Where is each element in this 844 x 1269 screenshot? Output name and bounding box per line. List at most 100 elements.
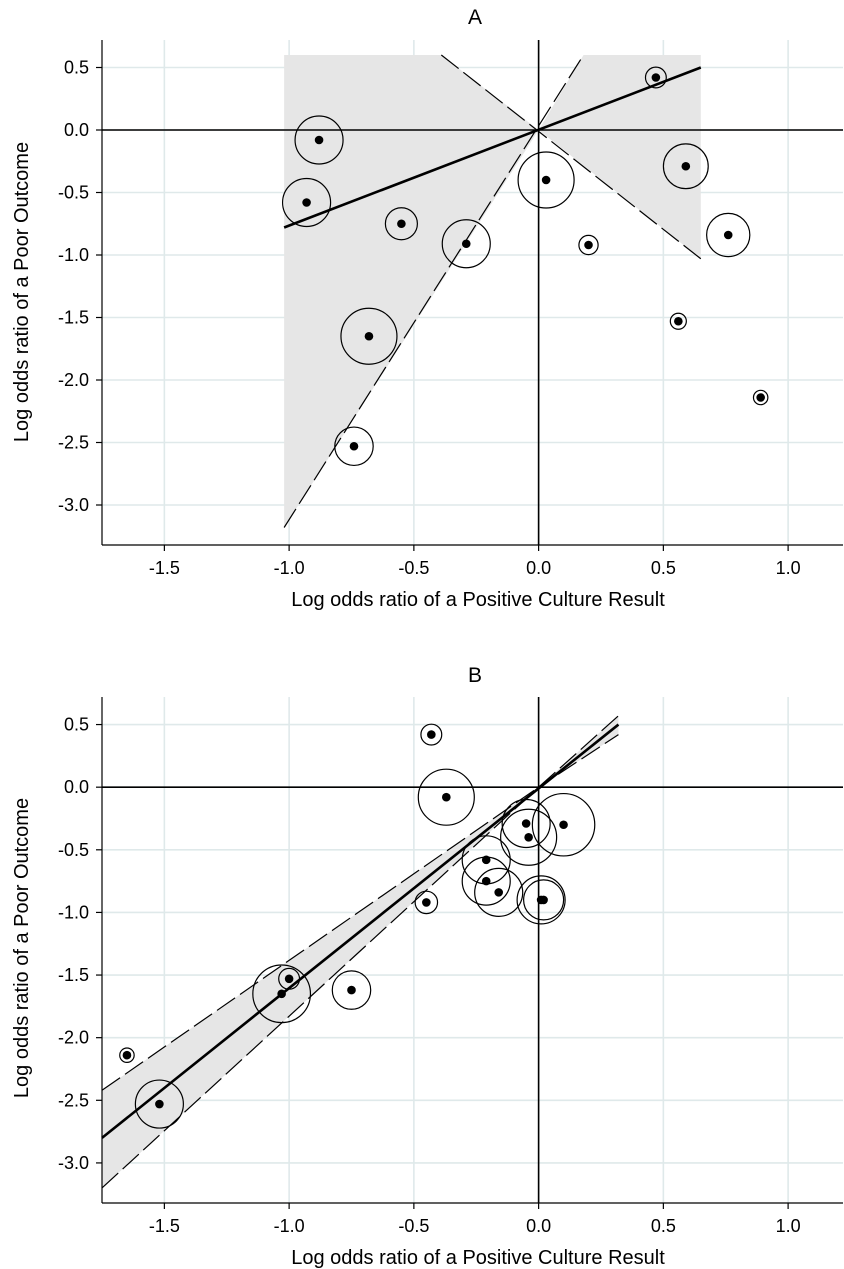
panel-b-point-marker: [277, 989, 286, 999]
panel-a-fit-line: [283, 66, 702, 229]
panel-a-bubble: [662, 143, 709, 190]
panel-b-bubble: [523, 879, 565, 921]
panel-a-y-tick-label: 0.5: [64, 58, 89, 78]
panel-a-y-tick-label: -3.0: [58, 495, 89, 515]
panel-b-y-tick-label: 0.5: [64, 715, 89, 735]
panel-b-band-area: [102, 715, 619, 1188]
panel-b-bubble: [414, 890, 439, 915]
panel-b-point-marker: [427, 730, 436, 739]
panel-a-y-tick-label: 0.0: [64, 120, 89, 140]
panel-b-point-marker: [442, 792, 451, 802]
panel-b-bubble: [417, 768, 475, 826]
panel-a-points: [281, 66, 769, 467]
panel-b-title: B: [468, 664, 482, 687]
panel-a-bubble: [294, 115, 344, 165]
panel-a-x-tick-label: 0.5: [651, 558, 676, 578]
panel-a-bubble: [706, 212, 751, 258]
panel-a-bubble: [441, 219, 491, 269]
panel-b-x-tick-label: -1.0: [274, 1216, 305, 1236]
panel-b-bubble: [119, 1047, 135, 1064]
panel-b-point-marker: [539, 895, 548, 905]
panel-a-point-marker: [584, 240, 593, 250]
panel-a-y-tick-label: -0.5: [58, 183, 89, 203]
panel-b-bubble: [531, 792, 596, 857]
panel-a-point-marker: [674, 316, 683, 326]
panel-a-point-marker: [397, 219, 406, 229]
panel-b-bubble: [420, 723, 443, 746]
panel-a-reference-lines: [102, 40, 843, 545]
panel-b-ci-upper-bound: [101, 715, 619, 1091]
panel-a-y-tick-label: -2.0: [58, 370, 89, 390]
panel-a-x-tick-label: -0.5: [398, 558, 429, 578]
panel-a-bubble: [669, 312, 687, 330]
panel-a-regression-line: [283, 66, 702, 229]
panel-a-point-marker: [541, 175, 551, 185]
panel-b-x-axis-label: Log odds ratio of a Positive Culture Res…: [291, 1247, 665, 1269]
panel-b-point-marker: [521, 819, 531, 828]
panel-a-axes: -1.5 -1.0 -0.5 0.0 0.5 1.0 0.5 0.0 -0.5 -1.0 -1.5 -…: [58, 40, 843, 578]
panel-b-grid: [102, 697, 843, 1203]
panel-a-point-marker: [681, 161, 691, 171]
panel-a-bubble: [281, 177, 332, 228]
panel-b-point-marker: [284, 974, 294, 984]
panel-a-point-marker: [651, 73, 661, 82]
panel-b-y-tick-label: -2.5: [58, 1090, 89, 1110]
panel-a: -1.5 -1.0 -0.5 0.0 0.5 1.0 0.5 0.0 -0.5 -1.0 -1.5 -…: [11, 6, 843, 611]
panel-b-bubble: [134, 1079, 184, 1129]
panel-b-bubble: [501, 798, 551, 849]
panel-b-bubble: [278, 967, 301, 990]
panel-b-point-marker: [481, 876, 491, 886]
panel-b-reference-lines: [102, 697, 843, 1203]
panel-a-point-marker: [314, 135, 324, 145]
panel-a-bubble: [644, 66, 667, 89]
panel-b-point-marker: [122, 1050, 132, 1060]
panel-b-point-marker: [494, 888, 503, 897]
panel-b-y-tick-label: -3.0: [58, 1153, 89, 1173]
panel-a-bubble: [334, 426, 374, 467]
panel-a-y-axis-label: Log odds ratio of a Poor Outcome: [11, 142, 33, 442]
panel-b-y-tick-label: -1.0: [58, 902, 89, 922]
panel-a-point-marker: [349, 441, 359, 451]
panel-a-title: A: [468, 6, 482, 29]
panel-b-bubble: [252, 964, 312, 1024]
panel-b-y-tick-label: -1.5: [58, 965, 89, 985]
panel-a-point-marker: [364, 331, 374, 341]
panel-b-bubble: [516, 875, 566, 925]
panel-b-y-axis-label: Log odds ratio of a Poor Outcome: [11, 798, 33, 1098]
panel-b-points: [119, 723, 596, 1129]
panel-a-y-tick-label: -1.0: [58, 245, 89, 265]
panel-b-fit-line: [101, 723, 620, 1139]
panel-a-bubble: [752, 389, 769, 406]
panel-a-band-area: [284, 55, 701, 528]
panel-b-x-tick-label: 1.0: [776, 1216, 801, 1236]
panel-a-grid: [102, 40, 843, 545]
panel-b-y-tick-label: -2.0: [58, 1028, 89, 1048]
panel-a-y-tick-label: -1.5: [58, 308, 89, 328]
panel-a-x-tick-label: 0.0: [526, 558, 551, 578]
panel-a-confidence-band: [283, 54, 702, 528]
panel-a-x-tick-label: -1.5: [149, 558, 180, 578]
panel-b-x-tick-label: 0.0: [526, 1216, 551, 1236]
panel-b-regression-line: [101, 723, 620, 1139]
panel-b-y-tick-label: -0.5: [58, 840, 89, 860]
panel-b-point-marker: [347, 985, 356, 995]
panel-b-point-marker: [559, 820, 568, 830]
panel-b-axes: -1.5 -1.0 -0.5 0.0 0.5 1.0 0.5 0.0 -0.5 -1.0 -1.5 -…: [58, 697, 843, 1236]
panel-a-bubble: [384, 207, 418, 241]
panel-b-point-marker: [524, 832, 533, 842]
panel-b-bubble: [331, 970, 372, 1010]
panel-b-x-tick-label: 0.5: [651, 1216, 676, 1236]
panel-b-x-tick-label: -0.5: [398, 1216, 429, 1236]
panel-a-bubble: [340, 307, 398, 365]
panel-b-bubble: [500, 808, 558, 866]
panel-a-ci-lower-bound: [283, 54, 585, 528]
panel-b-bubble: [474, 867, 524, 917]
panel-a-x-axis-label: Log odds ratio of a Positive Culture Res…: [291, 589, 665, 611]
panel-a-y-tick-label: -2.5: [58, 433, 89, 453]
panel-a-bubble: [578, 234, 599, 256]
panel-b-point-marker: [422, 898, 431, 907]
panel-b-x-tick-label: -1.5: [149, 1216, 180, 1236]
panel-a-bubble: [517, 151, 575, 209]
panel-b-point-marker: [155, 1099, 164, 1109]
